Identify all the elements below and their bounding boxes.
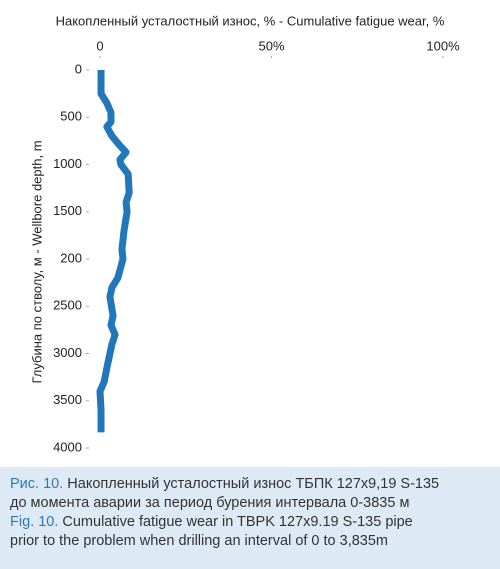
y-tick-label: 2500	[53, 298, 82, 313]
y-tick-label: 4000	[53, 439, 82, 454]
x-tick-label: 50%	[258, 38, 284, 53]
x-tick-label: 100%	[426, 38, 460, 53]
x-axis-title: Накопленный усталостный износ, % - Cumul…	[56, 13, 445, 28]
caption-label: Fig. 10.	[10, 514, 59, 530]
y-tick-label: 1000	[53, 156, 82, 171]
y-axis-title: Глубина по стволу, м - Wellbore depth, m	[29, 140, 44, 383]
caption-label: Рис. 10.	[10, 476, 64, 492]
y-tick-label: 200	[60, 250, 82, 265]
y-tick-label: 1500	[53, 203, 82, 218]
caption-ru-2: до момента аварии за период бурения инте…	[10, 495, 410, 511]
chart: Накопленный усталостный износ, % - Cumul…	[29, 13, 460, 454]
y-tick-label: 500	[60, 109, 82, 124]
caption-text: Накопленный усталостный износ ТБПК 127х9…	[67, 476, 440, 492]
caption-en-1: Fig. 10. Cumulative fatigue wear in TBPK…	[10, 513, 490, 532]
caption-text: Cumulative fatigue wear in TBPK 127x9.19…	[62, 514, 413, 530]
y-tick-label: 0	[75, 61, 82, 76]
caption-en-2: prior to the problem when drilling an in…	[10, 533, 389, 549]
caption-ru-1: Рис. 10. Накопленный усталостный износ Т…	[10, 475, 490, 494]
caption: Рис. 10. Накопленный усталостный износ Т…	[0, 467, 500, 569]
x-tick-label: 0	[96, 38, 103, 53]
wear-line	[96, 70, 133, 433]
y-tick-label: 3000	[53, 345, 82, 360]
y-tick-label: 3500	[53, 392, 82, 407]
